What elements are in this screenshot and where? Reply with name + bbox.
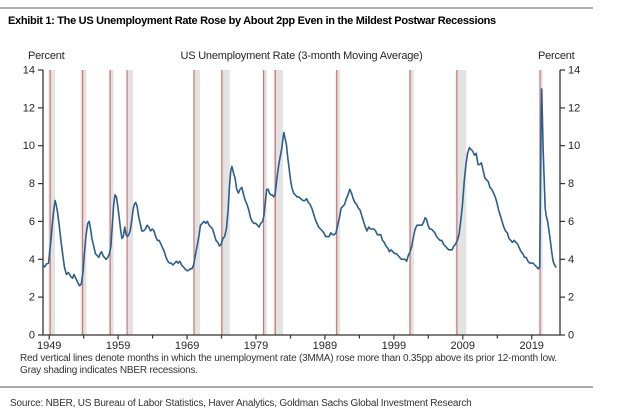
bottom-divider: [0, 386, 593, 388]
footnote-line-1: Red vertical lines denote months in whic…: [20, 353, 557, 364]
x-tick-label: 1979: [244, 340, 268, 352]
left-y-tick-label: 4: [29, 254, 35, 266]
x-tick-label: 1999: [382, 340, 406, 352]
right-y-tick-label: 12: [568, 102, 580, 114]
left-axis-unit-label: Percent: [28, 50, 65, 62]
right-y-tick-label: 10: [568, 140, 580, 152]
right-y-tick-label: 14: [568, 65, 580, 77]
right-y-tick-label: 2: [568, 292, 574, 304]
recession-band: [409, 70, 414, 335]
recession-band: [273, 70, 283, 335]
recession-band: [193, 70, 201, 335]
recession-band: [127, 70, 133, 335]
recession-band: [80, 70, 87, 335]
right-y-tick-label: 8: [568, 178, 574, 190]
left-y-tick-label: 14: [23, 65, 35, 77]
x-tick-label: 2009: [451, 340, 475, 352]
recession-band: [220, 70, 230, 335]
recession-band: [108, 70, 114, 335]
exhibit-title: Exhibit 1: The US Unemployment Rate Rose…: [8, 15, 496, 27]
left-y-tick-label: 12: [23, 102, 35, 114]
left-y-tick-label: 8: [29, 178, 35, 190]
right-y-tick-label: 0: [568, 330, 574, 342]
source-line: Source: NBER, US Bureau of Labor Statist…: [10, 398, 472, 409]
recession-band: [455, 70, 467, 335]
x-tick-label: 2019: [519, 340, 543, 352]
left-y-tick-label: 0: [29, 330, 35, 342]
x-tick-label: 1969: [175, 340, 199, 352]
chart-footnote: Red vertical lines denote months in whic…: [20, 353, 630, 377]
x-tick-label: 1949: [37, 340, 61, 352]
x-tick-label: 1989: [313, 340, 337, 352]
footnote-line-2: Gray shading indicates NBER recessions.: [20, 365, 198, 376]
recession-band: [48, 70, 55, 335]
recession-band: [335, 70, 341, 335]
top-divider: [0, 7, 593, 9]
unemployment-series-line: [42, 88, 557, 287]
right-y-tick-label: 6: [568, 216, 574, 228]
right-axis-unit-label: Percent: [538, 50, 575, 62]
unemployment-line-chart: 0 0 2 2 4 4 6 6 8 8 10 10 12 12 14 14 1949 1959 1969 1979 19…: [23, 65, 581, 353]
x-tick-label: 1959: [106, 340, 130, 352]
left-y-tick-label: 6: [29, 216, 35, 228]
left-y-tick-label: 2: [29, 292, 35, 304]
chart-title: US Unemployment Rate (3-month Moving Ave…: [180, 50, 423, 62]
right-y-tick-label: 4: [568, 254, 574, 266]
left-y-tick-label: 10: [23, 140, 35, 152]
